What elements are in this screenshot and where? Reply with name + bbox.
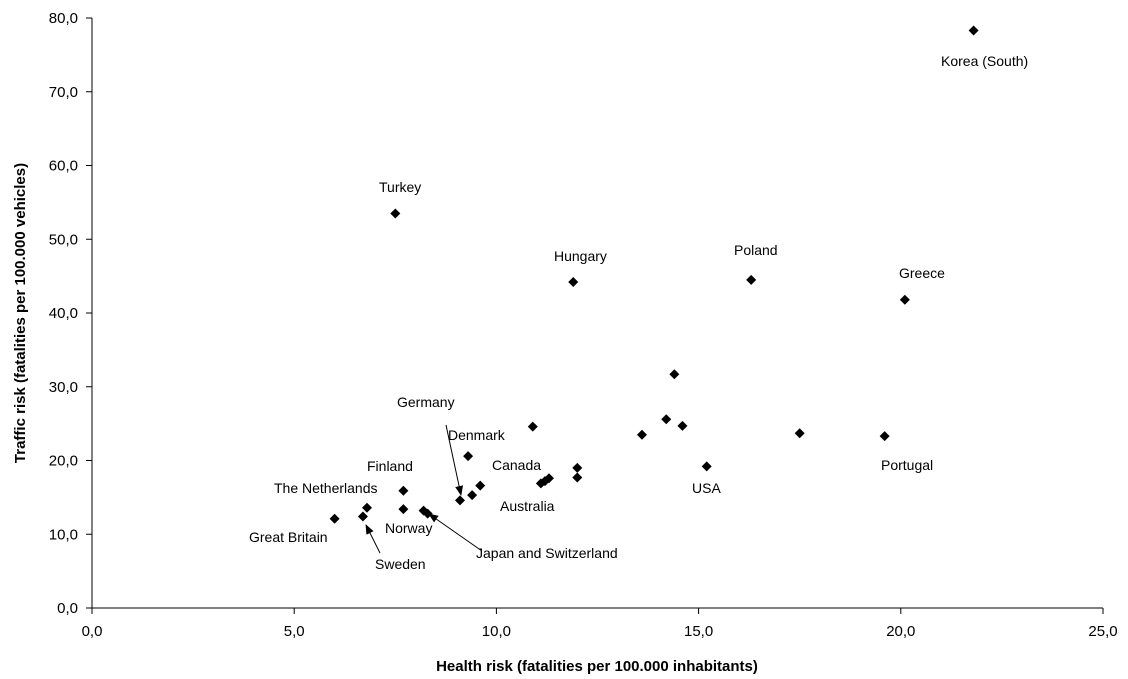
label-australia: Australia (500, 498, 555, 514)
data-points (329, 25, 979, 524)
arrow-sweden (365, 524, 381, 554)
label-great-britain: Great Britain (249, 529, 328, 545)
data-point (661, 414, 672, 425)
data-point (899, 294, 910, 305)
label-canada: Canada (492, 457, 541, 473)
data-point (794, 428, 805, 439)
point-labels: Korea (South) Turkey Hungary Poland Gree… (249, 53, 1028, 572)
y-ticks: 0,0 10,0 20,0 30,0 40,0 50,0 60,0 70,0 80,0 (49, 10, 92, 617)
data-point (527, 421, 538, 432)
x-tick-label: 25,0 (1088, 623, 1117, 640)
data-point (455, 495, 466, 506)
data-point (390, 208, 401, 219)
x-axis-title: Health risk (fatalities per 100.000 inha… (436, 658, 758, 675)
x-tick-label: 20,0 (886, 623, 915, 640)
data-point (968, 25, 979, 36)
label-portugal: Portugal (881, 457, 933, 473)
y-tick-label: 60,0 (49, 158, 78, 175)
label-germany: Germany (397, 394, 455, 410)
label-japan-and-switzerland: Japan and Switzerland (476, 545, 618, 561)
data-point (398, 485, 409, 496)
data-point (677, 420, 688, 431)
x-tick-label: 15,0 (684, 623, 713, 640)
data-point (467, 490, 478, 501)
label-korea-south: Korea (South) (941, 53, 1028, 69)
data-point (475, 480, 486, 491)
label-poland: Poland (734, 242, 778, 258)
data-point (636, 429, 647, 440)
label-norway: Norway (385, 520, 432, 536)
data-point (879, 431, 890, 442)
y-tick-label: 0,0 (57, 600, 78, 617)
data-point (701, 461, 712, 472)
data-point (572, 462, 583, 473)
data-point (463, 451, 474, 462)
y-tick-label: 70,0 (49, 84, 78, 101)
data-point (568, 277, 579, 288)
y-tick-label: 20,0 (49, 453, 78, 470)
x-ticks: 0,0 5,0 10,0 15,0 20,0 25,0 (82, 608, 1118, 640)
annotation-arrows (365, 424, 483, 554)
label-denmark: Denmark (448, 427, 506, 443)
y-tick-label: 30,0 (49, 379, 78, 396)
data-point (398, 504, 409, 515)
y-tick-label: 10,0 (49, 526, 78, 543)
data-point (535, 478, 546, 489)
y-tick-label: 40,0 (49, 305, 78, 322)
x-tick-label: 5,0 (284, 623, 305, 640)
label-finland: Finland (367, 458, 413, 474)
data-point (361, 502, 372, 513)
label-turkey: Turkey (379, 179, 421, 195)
y-axis-title: Traffic risk (fatalities per 100.000 veh… (12, 163, 29, 463)
y-tick-label: 50,0 (49, 231, 78, 248)
y-tick-label: 80,0 (49, 10, 78, 27)
data-point (669, 369, 680, 380)
label-sweden: Sweden (375, 556, 426, 572)
data-point (357, 511, 368, 522)
label-the-netherlands: The Netherlands (274, 480, 378, 496)
data-point (746, 274, 757, 285)
x-tick-label: 10,0 (482, 623, 511, 640)
arrow-japan-and-switzerland (428, 513, 483, 552)
axes (91, 18, 1103, 609)
x-tick-label: 0,0 (82, 623, 103, 640)
label-hungary: Hungary (554, 248, 607, 264)
label-usa: USA (692, 480, 721, 496)
data-point (572, 472, 583, 483)
data-point (329, 513, 340, 524)
label-greece: Greece (899, 265, 945, 281)
data-point (418, 505, 429, 516)
arrow-germany (445, 424, 464, 496)
